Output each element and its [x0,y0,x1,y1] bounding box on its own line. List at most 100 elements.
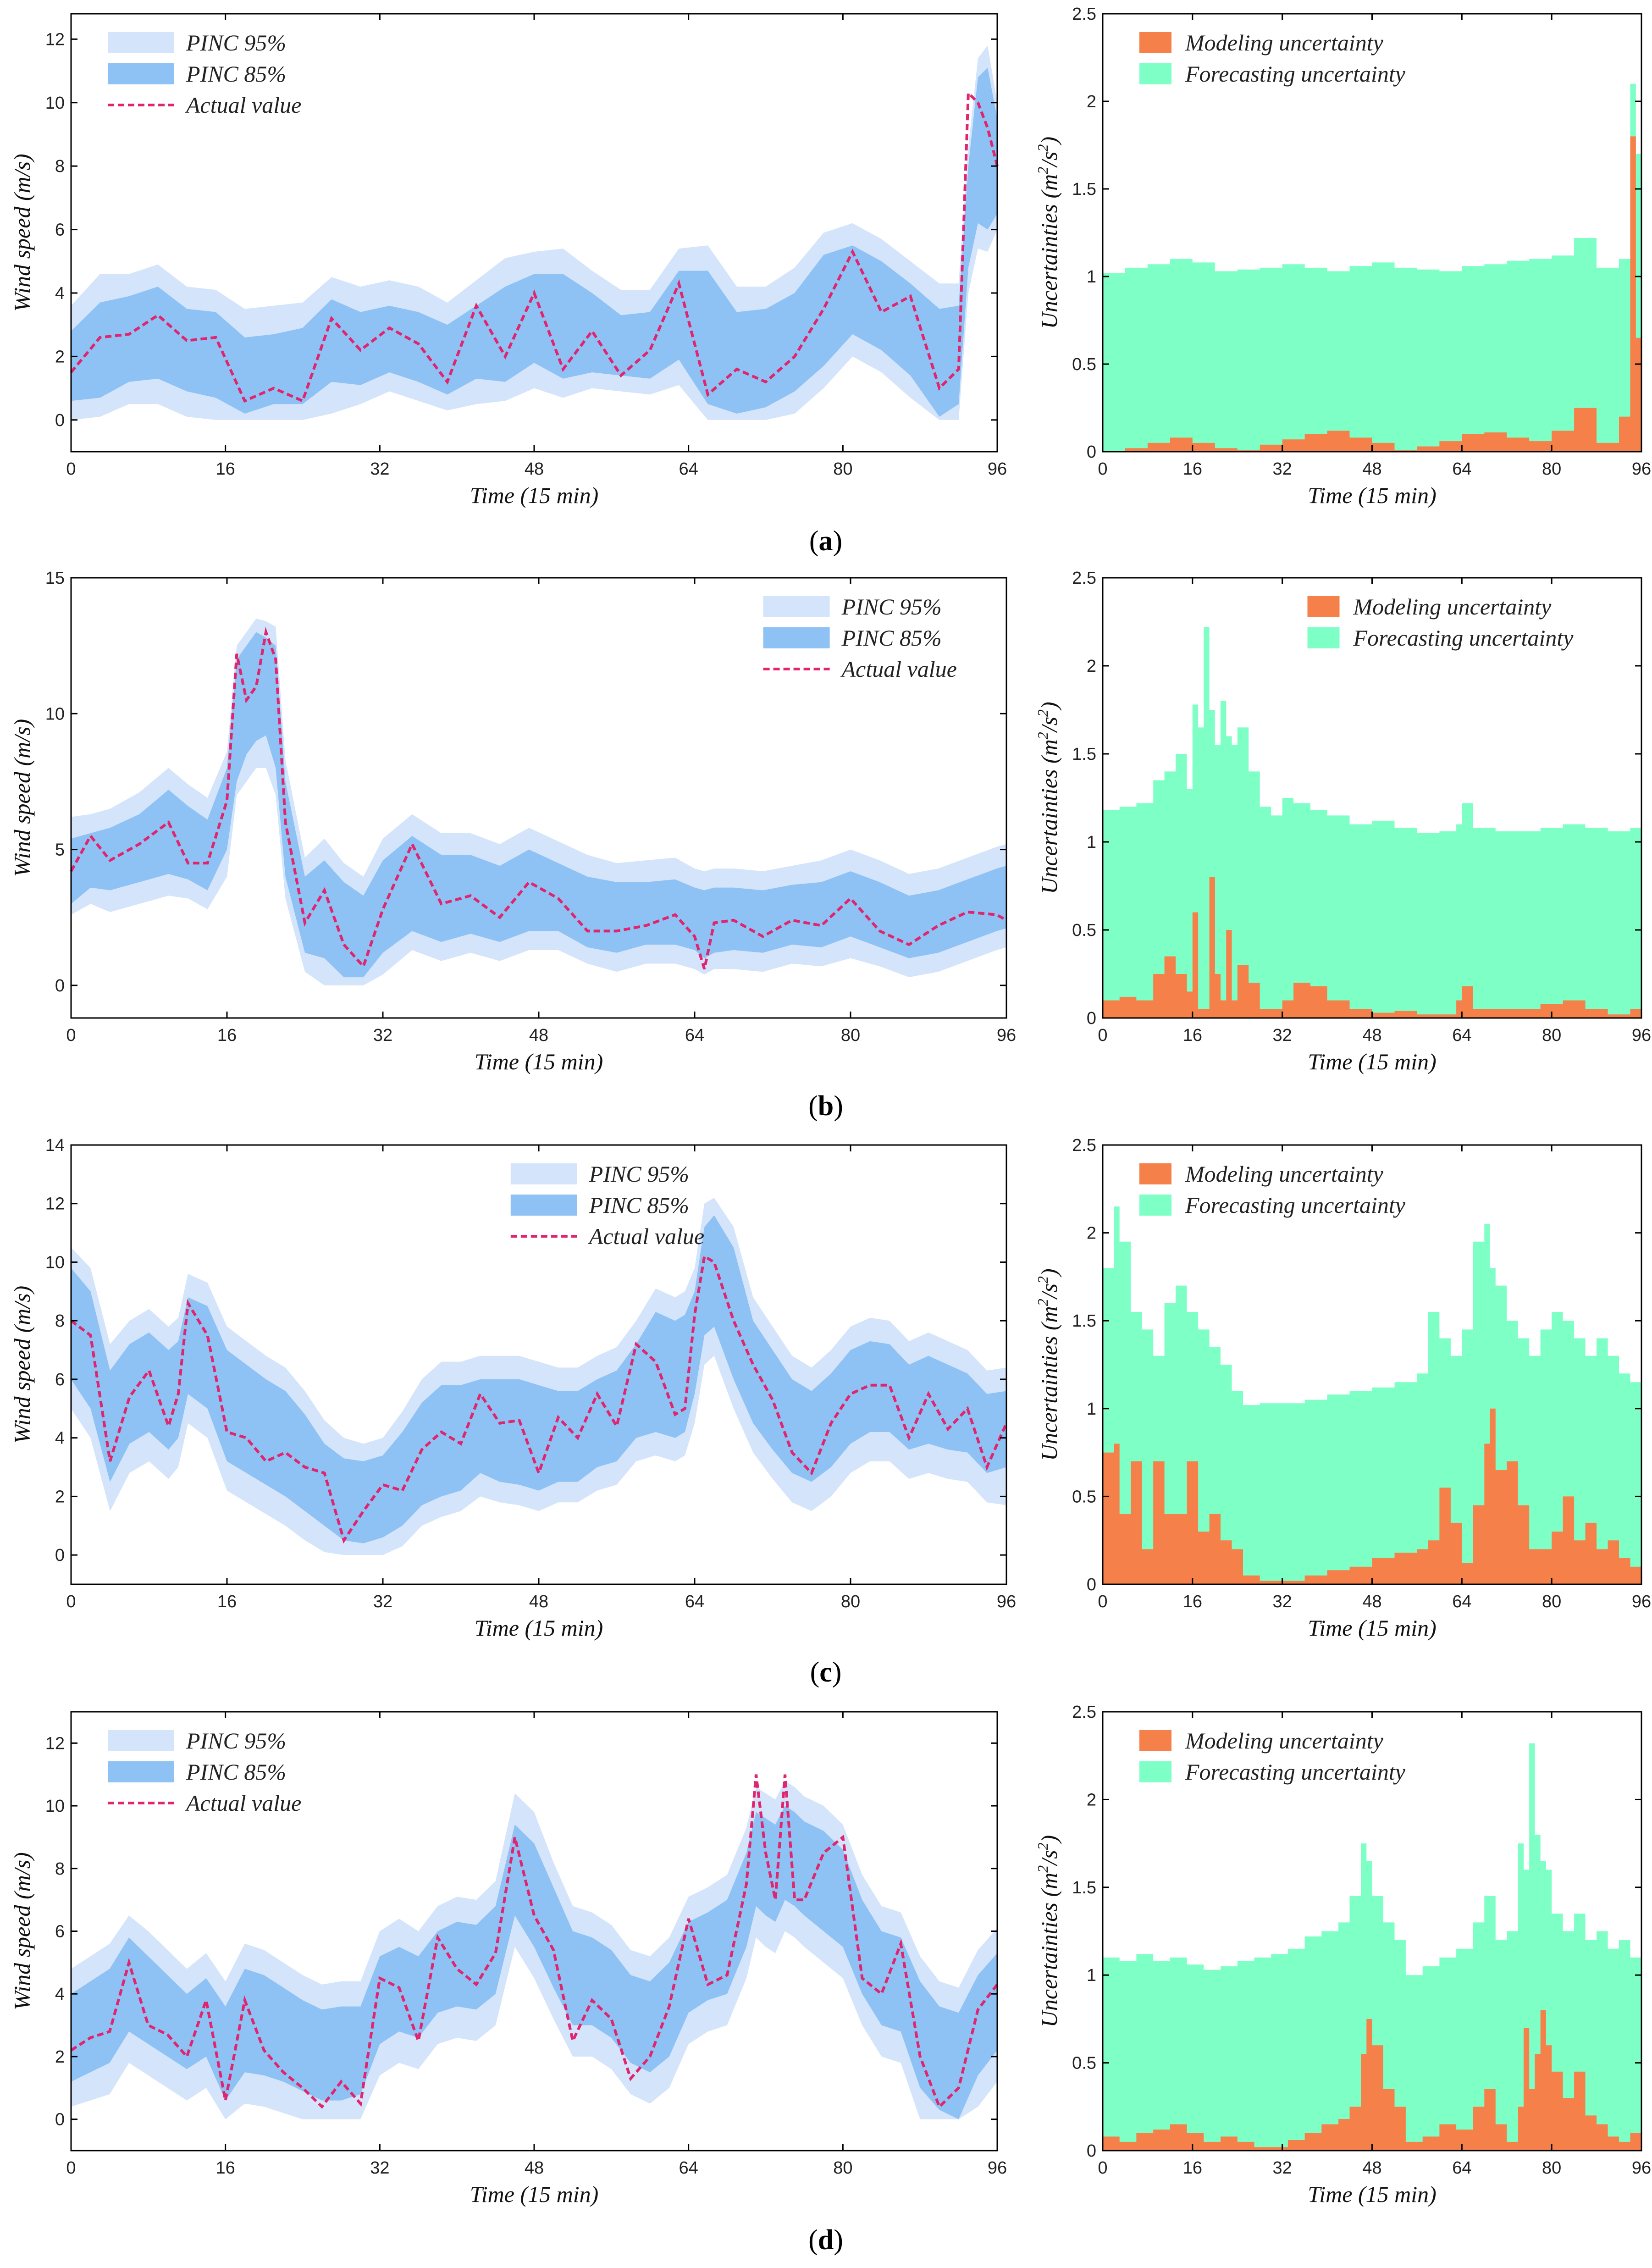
x-axis-title: Time (15 min) [1308,1615,1437,1641]
chart-a-uncertainty: 0 16 32 48 64 80 96 0 0.5 1 1.5 2 2.5 Time (15 min) Un… [1034,5,1651,508]
x-tick-label: 32 [373,1592,392,1611]
x-axis-title: Time (15 min) [1308,482,1437,508]
plot-area [1103,1743,1641,2151]
x-tick-label: 48 [1362,459,1381,479]
y-tick-label: 2 [1087,1224,1096,1243]
legend-swatch [510,1195,577,1216]
x-tick-label: 48 [529,1592,548,1611]
x-tick-label: 32 [370,2158,389,2178]
y-axis-title: Uncertainties (m2/s2) [1034,1835,1062,2027]
panel-letter-a: (a) [809,526,842,557]
y-tick-label: 6 [55,1922,65,1942]
legend-swatch [1139,1761,1171,1782]
x-tick-label: 80 [833,2158,852,2178]
x-axis-title: Time (15 min) [470,2181,599,2207]
y-axis-title: Uncertainties (m2/s2) [1034,1268,1062,1460]
x-tick-label: 96 [1632,459,1651,479]
x-tick-label: 64 [1452,1592,1471,1611]
y-tick-label: 10 [45,1797,65,1816]
y-tick-label: 2 [55,1487,65,1506]
x-tick-label: 64 [679,459,698,479]
x-tick-label: 16 [217,1026,237,1045]
legend: Modeling uncertainty Forecasting uncertai… [1307,594,1574,651]
y-tick-label: 2.5 [1072,1136,1096,1155]
y-tick-label: 0 [1087,2141,1096,2161]
legend-swatch [510,1163,577,1184]
y-tick-label: 4 [55,284,65,303]
legend-swatch [1307,627,1340,648]
x-tick-label: 80 [1542,1592,1561,1611]
actual-value-line [70,1254,1008,1544]
plot-area [70,618,1007,985]
legend-pinc95: PINC 95% [510,1161,689,1187]
legend-pinc85: PINC 85% [108,1759,286,1785]
y-tick-label: 2 [1087,92,1096,111]
x-tick-label: 0 [1098,459,1107,479]
legend: Modeling uncertainty Forecasting uncertai… [1139,30,1406,87]
legend-label: Modeling uncertainty [1185,1161,1384,1187]
legend-swatch [763,596,830,617]
modeling-uncertainty-bars [1103,1408,1641,1584]
x-tick-label: 96 [988,459,1007,479]
legend-label: PINC 85% [841,625,942,651]
legend-swatch [1307,596,1340,617]
legend-label: PINC 85% [186,1759,286,1785]
chart-c-uncertainty: 0 16 32 48 64 80 96 0 0.5 1 1.5 2 2.5 Time (15 min) Un… [1034,1136,1651,1641]
y-tick-label: 0 [55,976,65,996]
y-tick-label: 0.5 [1072,921,1096,940]
y-tick-label: 0 [55,1546,65,1565]
legend-actual: Actual value [108,1790,301,1816]
modeling-uncertainty-bars [1103,136,1641,452]
y-title-part: ) [1036,702,1062,711]
x-tick-label: 32 [370,459,389,479]
plot-area [70,1198,1008,1555]
y-title-part: Uncertainties (m [1036,1873,1062,2027]
legend-label: Actual value [185,92,301,118]
y-title-part: Uncertainties (m [1036,174,1062,329]
x-tick-label: 0 [66,1026,76,1045]
x-tick-label: 64 [685,1592,704,1611]
y-tick-label: 2 [55,347,65,366]
y-title-part: ) [1036,137,1062,146]
legend-label: PINC 85% [589,1192,689,1218]
y-axis-title: Wind speed (m/s) [9,1852,35,2010]
legend-label: Modeling uncertainty [1353,594,1552,620]
y-tick-label: 2 [1087,1790,1096,1809]
legend-pinc95: PINC 95% [763,594,942,620]
x-tick-label: 0 [66,1592,76,1611]
y-tick-label: 1.5 [1072,1878,1096,1897]
legend: Modeling uncertainty Forecasting uncertai… [1139,1728,1406,1785]
y-tick-label: 2 [55,2047,65,2067]
x-tick-label: 48 [525,459,544,479]
legend-label: Actual value [588,1223,704,1249]
legend-swatch [108,63,174,84]
legend-label: Forecasting uncertainty [1353,625,1574,651]
panel-letter-c: (c) [810,1657,842,1688]
y-tick-label: 5 [55,841,65,860]
y-title-part: /s [1036,1283,1062,1300]
y-title-part: /s [1036,717,1062,733]
legend-swatch [1139,1195,1171,1216]
y-tick-label: 12 [45,30,65,49]
x-tick-label: 16 [1183,1592,1202,1611]
chart-b-uncertainty: 0 16 32 48 64 80 96 0 0.5 1 1.5 2 2.5 Time (15 min) Un… [1034,569,1651,1074]
legend-label: PINC 85% [186,61,286,87]
x-tick-label: 64 [679,2158,698,2178]
plot-area [70,45,999,420]
x-tick-label: 80 [833,459,852,479]
x-tick-label: 80 [1542,2158,1561,2178]
legend-actual: Actual value [763,656,957,682]
legend-pinc85: PINC 85% [510,1192,689,1218]
x-axis-title: Time (15 min) [475,1049,603,1074]
legend-label: Forecasting uncertainty [1185,1759,1406,1785]
x-tick-label: 80 [1542,1026,1561,1045]
x-tick-label: 16 [1183,2158,1202,2178]
plot-area [1103,627,1641,1018]
y-tick-label: 8 [55,1859,65,1879]
legend-swatch [763,627,830,648]
legend-label: Actual value [840,656,957,682]
x-tick-label: 96 [997,1026,1016,1045]
y-tick-label: 0 [55,411,65,430]
